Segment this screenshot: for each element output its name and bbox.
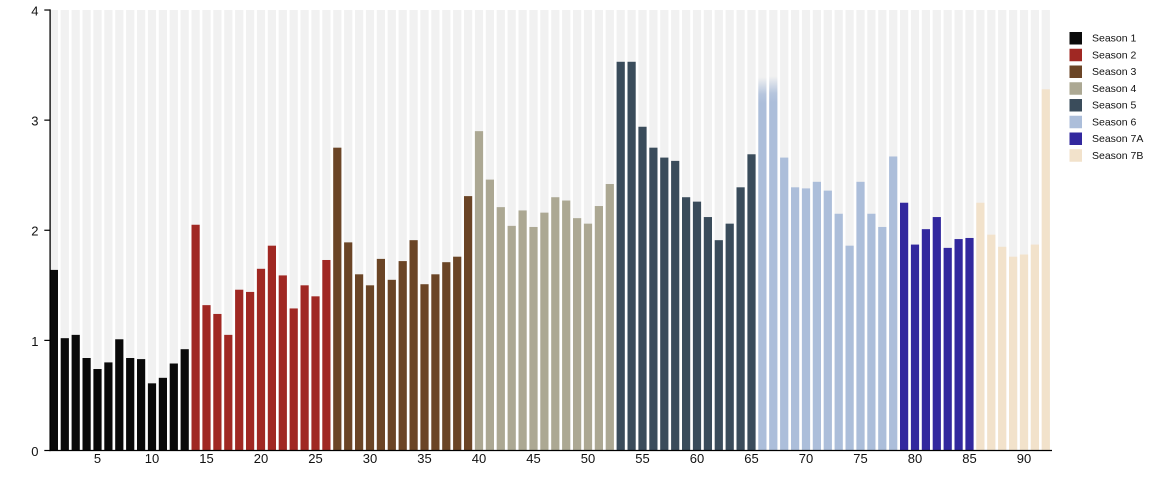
svg-text:30: 30 — [363, 451, 377, 466]
svg-text:25: 25 — [308, 451, 322, 466]
svg-text:60: 60 — [690, 451, 704, 466]
svg-text:Season 6: Season 6 — [1092, 116, 1137, 128]
svg-text:50: 50 — [581, 451, 595, 466]
svg-text:80: 80 — [908, 451, 922, 466]
svg-text:75: 75 — [853, 451, 867, 466]
svg-text:85: 85 — [962, 451, 976, 466]
svg-text:Season 4: Season 4 — [1092, 83, 1137, 95]
svg-text:90: 90 — [1017, 451, 1031, 466]
svg-text:Season 7B: Season 7B — [1092, 150, 1143, 162]
svg-text:15: 15 — [199, 451, 213, 466]
svg-text:4: 4 — [31, 3, 38, 18]
svg-text:Season 1: Season 1 — [1092, 33, 1137, 45]
svg-text:70: 70 — [799, 451, 813, 466]
svg-text:1: 1 — [31, 334, 38, 349]
svg-text:45: 45 — [526, 451, 540, 466]
svg-text:Season 3: Season 3 — [1092, 66, 1137, 78]
svg-text:Season 2: Season 2 — [1092, 49, 1137, 61]
svg-text:65: 65 — [744, 451, 758, 466]
svg-text:0: 0 — [31, 444, 38, 459]
svg-text:55: 55 — [635, 451, 649, 466]
svg-text:5: 5 — [94, 451, 101, 466]
svg-text:3: 3 — [31, 114, 38, 129]
svg-text:10: 10 — [145, 451, 159, 466]
svg-text:35: 35 — [417, 451, 431, 466]
svg-text:20: 20 — [254, 451, 268, 466]
svg-text:Season 5: Season 5 — [1092, 100, 1137, 112]
svg-text:Season 7A: Season 7A — [1092, 133, 1143, 145]
svg-text:40: 40 — [472, 451, 486, 466]
svg-text:2: 2 — [31, 224, 38, 239]
